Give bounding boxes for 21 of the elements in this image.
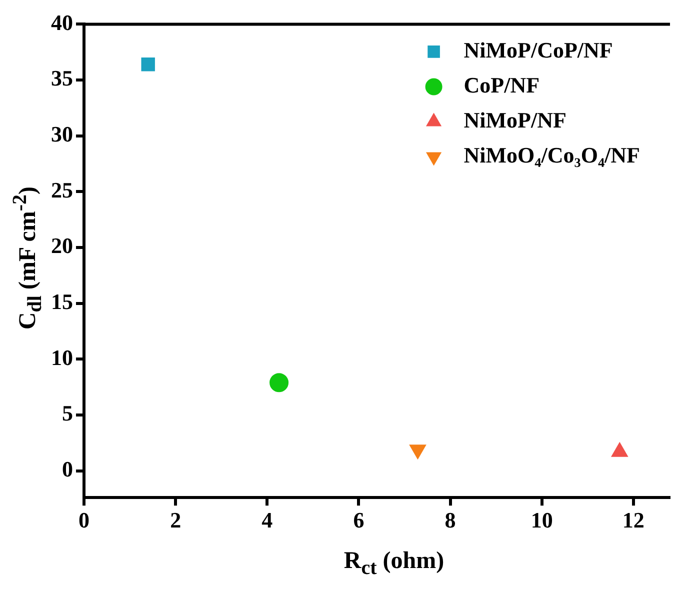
y-tick-label: 5 — [62, 400, 73, 426]
y-tick-label: 25 — [51, 177, 73, 202]
y-tick-label: 20 — [51, 233, 73, 258]
x-tick-label: 4 — [262, 507, 273, 532]
legend-label: NiMoP/CoP/NF — [464, 37, 613, 62]
y-tick-label: 30 — [51, 122, 73, 147]
x-tick-label: 8 — [444, 507, 456, 532]
legend-label: NiMoO₄/Co₃O₄/NF — [464, 142, 640, 168]
y-tick-label: 0 — [62, 456, 73, 482]
x-tick-label: 0 — [78, 507, 90, 532]
x-tick-label: 12 — [622, 507, 644, 532]
y-tick-label: 40 — [51, 10, 73, 35]
x-tick-label: 6 — [353, 507, 364, 532]
legend-label: CoP/NF — [464, 72, 540, 98]
y-tick-label: 35 — [51, 66, 73, 91]
x-axis-title: R$_{ct}$ (ohm) — [342, 548, 446, 580]
y-tick-label: 15 — [51, 289, 73, 314]
legend-label: NiMoP/NF — [464, 107, 566, 132]
y-tick-label: 10 — [51, 344, 73, 370]
x-tick-label: 10 — [530, 507, 553, 532]
x-tick-label: 2 — [170, 507, 182, 532]
